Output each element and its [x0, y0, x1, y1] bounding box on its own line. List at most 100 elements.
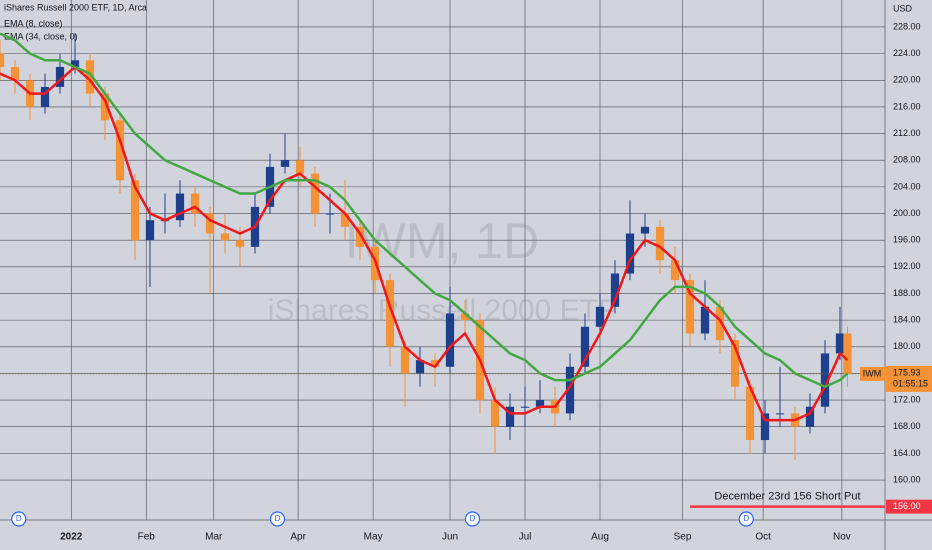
y-tick-label: 196.00 [893, 235, 921, 245]
candle-body [445, 313, 455, 367]
candle-body [460, 313, 470, 321]
candle-body [415, 360, 425, 374]
candle-body [130, 180, 140, 241]
price-tag-bg [860, 366, 885, 381]
candle-body [700, 306, 710, 334]
x-tick-label: Apr [290, 532, 306, 543]
y-tick-label: 172.00 [893, 394, 921, 404]
y-tick-label: 168.00 [893, 421, 921, 431]
candle-body [280, 160, 290, 167]
y-tick-label: 200.00 [893, 208, 921, 218]
candle-body [400, 346, 410, 374]
x-tick-label: Sep [674, 532, 692, 543]
candle-body [55, 66, 65, 87]
candle-body [325, 213, 335, 215]
x-tick-label: Oct [755, 532, 771, 543]
price-tag-countdown: 01:55:15 [893, 378, 928, 388]
candle-body [805, 406, 815, 427]
candle-body [595, 306, 605, 327]
y-tick-label: 180.00 [893, 341, 921, 351]
candle-body [640, 226, 650, 234]
candle-body [625, 233, 635, 274]
candle-body [190, 193, 200, 214]
candle-body [760, 413, 770, 441]
candle-body [535, 400, 545, 407]
y-tick-label: 220.00 [893, 75, 921, 85]
candle-body [505, 406, 515, 427]
x-tick-label: Aug [591, 532, 609, 543]
y-tick-label: 216.00 [893, 101, 921, 111]
candle-body [85, 60, 95, 94]
candle-body [295, 160, 305, 174]
x-tick-label: 2022 [60, 532, 83, 543]
candle-body [730, 340, 740, 387]
watermark: iShares Russell 2000 ETF [268, 294, 617, 327]
y-tick-label: 208.00 [893, 155, 921, 165]
candle-body [235, 240, 245, 247]
annotation-tag [886, 499, 932, 514]
candle-body [310, 173, 320, 214]
x-tick-label: Jul [519, 532, 532, 543]
y-tick-label: 204.00 [893, 181, 921, 191]
candle-body [430, 360, 440, 367]
ema-line [0, 32, 849, 389]
candle-body [220, 233, 230, 241]
plot-bg [0, 0, 885, 520]
price-tag-symbol: IWM [863, 368, 882, 378]
event-marker [269, 511, 286, 527]
x-tick-label: Mar [205, 532, 223, 543]
y-tick-label: 192.00 [893, 261, 921, 271]
candle-body [843, 333, 852, 374]
event-label: D [16, 514, 22, 523]
candle-body [10, 66, 20, 81]
x-tick-label: May [364, 532, 383, 543]
event-label: D [743, 514, 749, 523]
candle-body [70, 60, 80, 67]
x-tick-label: Jun [442, 532, 458, 543]
candle-body [685, 280, 695, 334]
candle-body [385, 280, 395, 347]
candle-body [610, 273, 620, 307]
chart-title: iShares Russell 2000 ETF, 1D, Arca [4, 2, 147, 12]
price-tag-bg [886, 365, 932, 392]
y-tick-label: 188.00 [893, 288, 921, 298]
candle-body [835, 333, 845, 354]
y-tick-label: 224.00 [893, 48, 921, 58]
candle-body [115, 120, 125, 181]
y-tick-label: 184.00 [893, 315, 921, 325]
candle-body [145, 220, 155, 241]
candle-body [40, 86, 50, 107]
annotation-tag-label: 156.00 [893, 501, 921, 511]
legend-entry: EMA (34, close, 0) [4, 31, 78, 41]
currency: USD [893, 3, 913, 13]
legend-entry: EMA (8, close) [4, 18, 63, 28]
x-tick-label: Nov [833, 532, 851, 543]
event-marker [11, 511, 27, 527]
x-tick-label: Feb [138, 532, 156, 543]
candle-body [655, 226, 665, 261]
y-tick-label: 212.00 [893, 128, 921, 138]
event-marker [464, 511, 481, 527]
price-tag-value: 175.93 [893, 367, 921, 377]
annotation-text: December 23rd 156 Short Put [714, 491, 860, 503]
candle-body [745, 386, 755, 441]
y-tick-label: 164.00 [893, 448, 921, 458]
candle-body [100, 93, 110, 121]
candle-body [205, 213, 215, 234]
candle-body [175, 193, 185, 221]
candle-body [565, 366, 575, 414]
candle-body [775, 413, 785, 415]
event-label: D [275, 514, 281, 523]
ema-line [0, 65, 849, 422]
candle-body [670, 260, 680, 281]
event-label: D [470, 514, 476, 523]
candle-body [340, 213, 350, 227]
event-marker [738, 511, 754, 527]
y-tick-label: 228.00 [893, 21, 921, 31]
candle-body [820, 353, 830, 407]
candle-body [0, 53, 5, 67]
candle-body [355, 226, 365, 247]
candle-body [490, 400, 500, 427]
